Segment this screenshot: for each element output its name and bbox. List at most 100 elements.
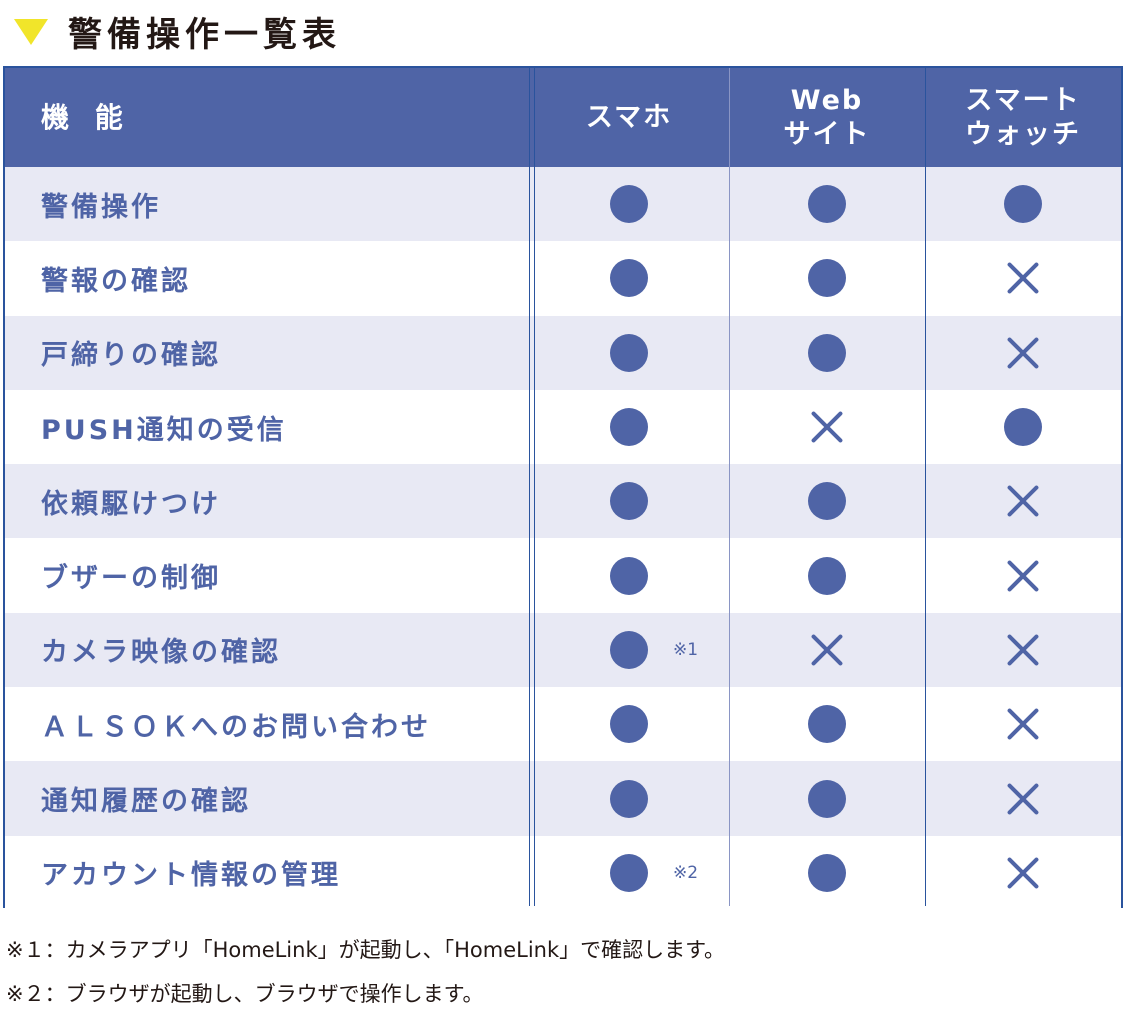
watch-support-cell	[925, 687, 1121, 761]
supported-dot-icon	[610, 779, 648, 818]
supported-dot-icon	[1004, 185, 1042, 224]
web-support-cell	[729, 316, 925, 390]
table-row: 警備操作	[5, 167, 1121, 242]
supported-dot-icon	[808, 779, 846, 818]
feature-label: 戸締りの確認	[41, 340, 221, 372]
supported-dot-icon	[610, 408, 648, 447]
watch-support-cell	[925, 390, 1121, 464]
supported-dot-icon	[1004, 408, 1042, 447]
smartphone-support-cell	[529, 390, 729, 464]
supported-dot-icon	[610, 853, 648, 892]
footnotes: ※１：カメラアプリ「HomeLink」が起動し、「HomeLink」で確認します…	[6, 928, 725, 1016]
feature-label: 依頼駆けつけ	[41, 488, 221, 520]
watch-support-cell	[925, 464, 1121, 538]
header-smartphone: スマホ	[585, 101, 673, 133]
unsupported-cross-icon	[1006, 856, 1040, 890]
watch-support-cell	[925, 241, 1121, 315]
table-row: アカウント情報の管理 ※2	[5, 835, 1121, 910]
web-support-cell	[729, 241, 925, 315]
supported-dot-icon	[808, 853, 846, 892]
table-header-row: 機 能 スマホ Web サイト スマート ウォッチ	[5, 68, 1121, 167]
table-row: 警報の確認	[5, 241, 1121, 316]
title-text: 警備操作一覧表	[68, 14, 341, 55]
footnote-2: ※２：ブラウザが起動し、ブラウザで操作します。	[6, 982, 484, 1006]
feature-label: 通知履歴の確認	[41, 786, 251, 818]
footnote-ref: ※1	[673, 639, 699, 660]
feature-label: アカウント情報の管理	[41, 860, 341, 892]
header-feature: 機 能	[41, 100, 131, 134]
footnote-ref: ※2	[673, 862, 699, 883]
supported-dot-icon	[610, 705, 648, 744]
unsupported-cross-icon	[1006, 484, 1040, 518]
feature-label: カメラ映像の確認	[41, 637, 281, 669]
header-website: Web サイト	[783, 84, 871, 150]
supported-dot-icon	[808, 259, 846, 298]
supported-dot-icon	[610, 556, 648, 595]
supported-dot-icon	[808, 333, 846, 372]
smartphone-support-cell	[529, 316, 729, 390]
watch-support-cell	[925, 167, 1121, 241]
smartphone-support-cell: ※1	[529, 613, 729, 687]
table-row: カメラ映像の確認 ※1	[5, 612, 1121, 688]
web-support-cell	[729, 539, 925, 613]
feature-label: ＡＬＳＯＫへのお問い合わせ	[41, 711, 431, 743]
smartphone-support-cell	[529, 167, 729, 241]
smartphone-support-cell	[529, 464, 729, 538]
feature-label: 警報の確認	[41, 265, 191, 297]
watch-support-cell	[925, 761, 1121, 835]
feature-label: PUSH通知の受信	[41, 414, 287, 446]
feature-cell: ＡＬＳＯＫへのお問い合わせ	[5, 687, 529, 761]
supported-dot-icon	[610, 259, 648, 298]
feature-cell: カメラ映像の確認	[5, 613, 529, 687]
table-row: ＡＬＳＯＫへのお問い合わせ	[5, 687, 1121, 762]
unsupported-cross-icon	[1006, 633, 1040, 667]
table-row: PUSH通知の受信	[5, 389, 1121, 465]
web-support-cell	[729, 836, 925, 910]
smartphone-support-cell	[529, 539, 729, 613]
web-support-cell	[729, 687, 925, 761]
feature-cell: 通知履歴の確認	[5, 761, 529, 835]
feature-cell: 依頼駆けつけ	[5, 464, 529, 538]
smartphone-support-cell	[529, 241, 729, 315]
unsupported-cross-icon	[1006, 261, 1040, 295]
unsupported-cross-icon	[1006, 782, 1040, 816]
watch-support-cell	[925, 613, 1121, 687]
supported-dot-icon	[610, 630, 648, 669]
supported-dot-icon	[808, 185, 846, 224]
feature-cell: 警報の確認	[5, 241, 529, 315]
triangle-marker-icon	[14, 19, 48, 45]
unsupported-cross-icon	[810, 633, 844, 667]
unsupported-cross-icon	[810, 410, 844, 444]
supported-dot-icon	[610, 482, 648, 521]
header-smartwatch: スマート ウォッチ	[965, 84, 1081, 150]
unsupported-cross-icon	[1006, 336, 1040, 370]
supported-dot-icon	[808, 482, 846, 521]
smartphone-support-cell	[529, 687, 729, 761]
table-row: 戸締りの確認	[5, 315, 1121, 390]
table-row: 通知履歴の確認	[5, 761, 1121, 836]
supported-dot-icon	[808, 556, 846, 595]
web-support-cell	[729, 167, 925, 241]
web-support-cell	[729, 464, 925, 538]
unsupported-cross-icon	[1006, 707, 1040, 741]
table-row: 依頼駆けつけ	[5, 464, 1121, 539]
smartphone-support-cell	[529, 761, 729, 835]
footnote-1: ※１：カメラアプリ「HomeLink」が起動し、「HomeLink」で確認します…	[6, 938, 726, 962]
supported-dot-icon	[808, 705, 846, 744]
supported-dot-icon	[610, 185, 648, 224]
feature-cell: アカウント情報の管理	[5, 836, 529, 910]
watch-support-cell	[925, 836, 1121, 910]
feature-label: 警備操作	[41, 191, 161, 223]
page-title: 警備操作一覧表	[14, 6, 341, 56]
watch-support-cell	[925, 316, 1121, 390]
feature-cell: PUSH通知の受信	[5, 390, 529, 464]
web-support-cell	[729, 613, 925, 687]
table-row: ブザーの制御	[5, 538, 1121, 613]
unsupported-cross-icon	[1006, 559, 1040, 593]
supported-dot-icon	[610, 333, 648, 372]
feature-cell: 戸締りの確認	[5, 316, 529, 390]
feature-label: ブザーの制御	[41, 563, 221, 595]
smartphone-support-cell: ※2	[529, 836, 729, 910]
web-support-cell	[729, 761, 925, 835]
feature-cell: ブザーの制御	[5, 539, 529, 613]
